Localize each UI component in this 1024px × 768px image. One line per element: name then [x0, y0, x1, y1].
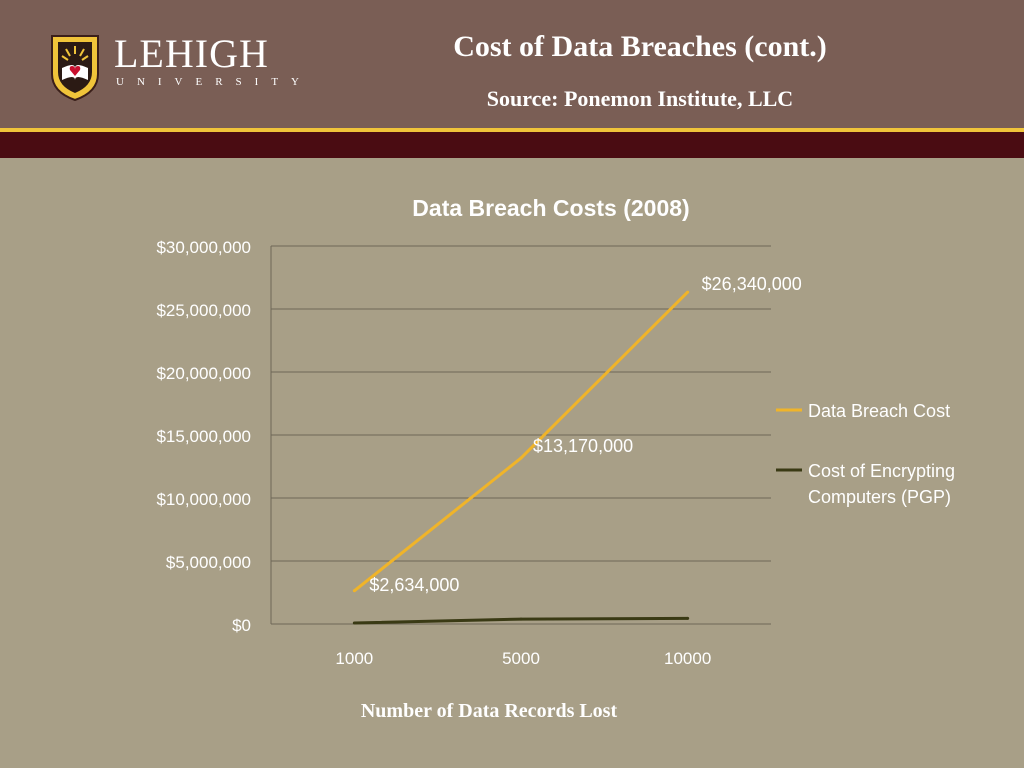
series-line-1 [353, 291, 689, 592]
header-dark-band [0, 132, 1024, 158]
y-tick-label: $10,000,000 [156, 490, 251, 509]
y-tick-label: $5,000,000 [166, 553, 251, 572]
data-point [519, 617, 523, 621]
x-tick-label: 1000 [335, 649, 373, 668]
logo-wordmark: LEHIGH [114, 31, 269, 76]
x-axis-caption: Number of Data Records Lost [360, 700, 618, 722]
y-tick-label: $25,000,000 [156, 301, 251, 320]
x-tick-label: 5000 [502, 649, 540, 668]
header-gold-rule [0, 128, 1024, 132]
y-tick-label: $20,000,000 [156, 364, 251, 383]
legend-label-breach: Data Breach Cost [808, 401, 950, 421]
lehigh-shield-icon [51, 35, 99, 102]
data-point [686, 616, 690, 620]
slide-title: Cost of Data Breaches (cont.) [453, 30, 827, 63]
data-point [686, 290, 690, 294]
legend-label-encrypt: Cost of Encrypting Computers (PGP) [808, 461, 955, 507]
logo-subword: UNIVERSITY [116, 76, 312, 88]
y-tick-label: $0 [232, 616, 251, 635]
data-label: $13,170,000 [533, 436, 633, 456]
data-label: $2,634,000 [369, 575, 459, 595]
data-label: $26,340,000 [702, 274, 802, 294]
x-tick-label: 10000 [664, 649, 711, 668]
y-tick-label: $15,000,000 [156, 427, 251, 446]
chart-title: Data Breach Costs (2008) [412, 195, 689, 221]
y-tick-label: $30,000,000 [156, 238, 251, 257]
slide-header [0, 0, 1024, 128]
data-point [352, 589, 356, 593]
data-point [352, 621, 356, 625]
university-logo: LEHIGH UNIVERSITY [50, 31, 300, 104]
data-point [519, 456, 523, 460]
slide-source: Source: Ponemon Institute, LLC [486, 86, 794, 111]
